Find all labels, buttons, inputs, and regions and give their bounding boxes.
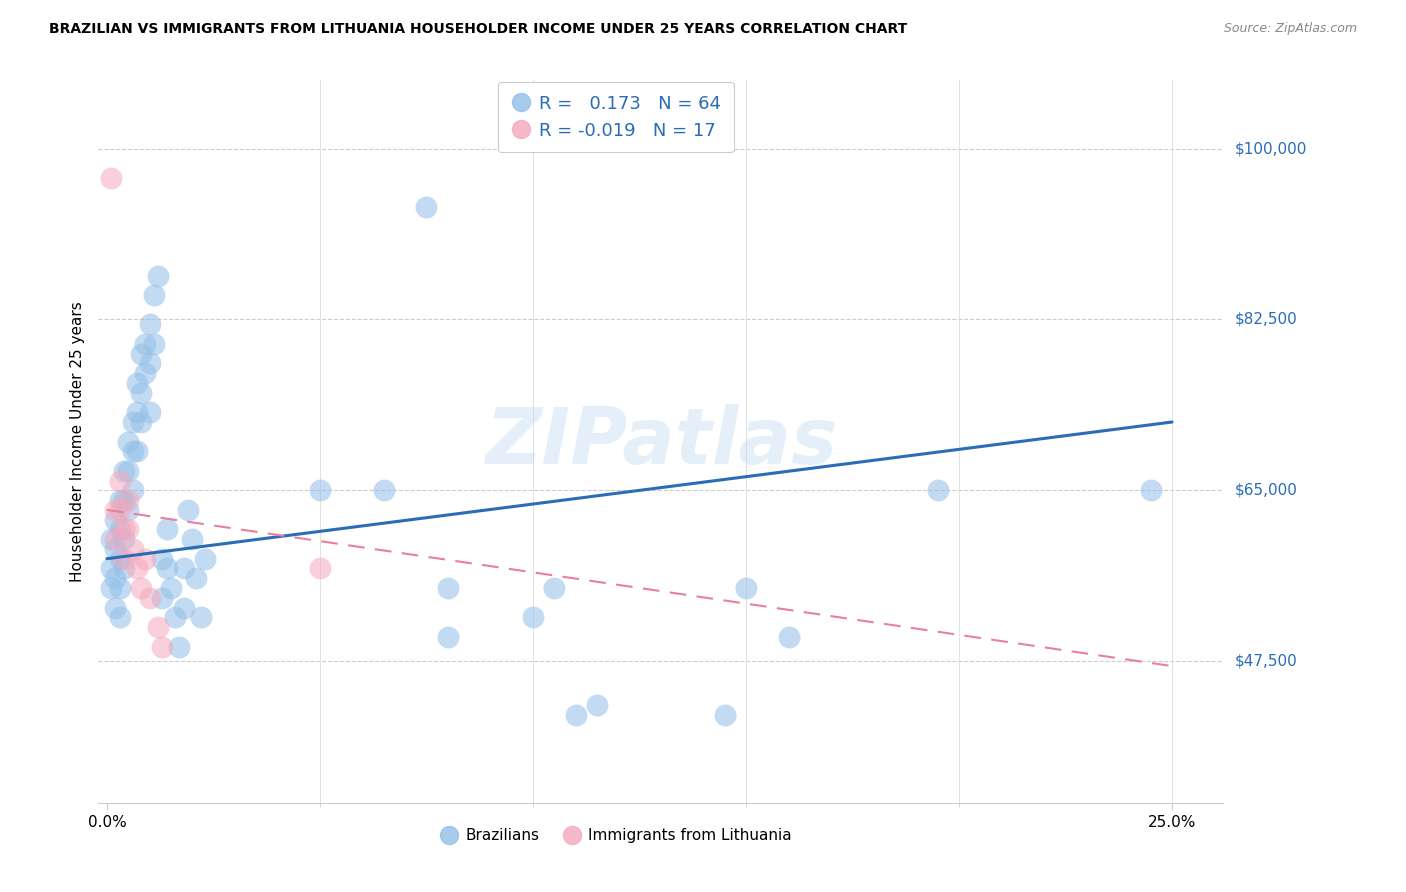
Point xyxy=(112,464,135,478)
Point xyxy=(373,483,395,498)
Point xyxy=(108,503,131,517)
Point xyxy=(129,385,152,400)
Point xyxy=(104,503,127,517)
Point xyxy=(129,346,152,360)
Point xyxy=(155,561,177,575)
Point xyxy=(108,551,131,566)
Point xyxy=(146,268,169,283)
Text: $82,500: $82,500 xyxy=(1234,312,1298,327)
Legend: Brazilians, Immigrants from Lithuania: Brazilians, Immigrants from Lithuania xyxy=(433,822,799,849)
Point xyxy=(190,610,212,624)
Point xyxy=(138,356,160,370)
Point xyxy=(112,551,135,566)
Point xyxy=(129,581,152,595)
Point xyxy=(108,474,131,488)
Point xyxy=(121,541,143,556)
Y-axis label: Householder Income Under 25 years: Householder Income Under 25 years xyxy=(69,301,84,582)
Point xyxy=(100,561,122,575)
Text: Source: ZipAtlas.com: Source: ZipAtlas.com xyxy=(1223,22,1357,36)
Point xyxy=(146,620,169,634)
Point xyxy=(108,581,131,595)
Text: BRAZILIAN VS IMMIGRANTS FROM LITHUANIA HOUSEHOLDER INCOME UNDER 25 YEARS CORRELA: BRAZILIAN VS IMMIGRANTS FROM LITHUANIA H… xyxy=(49,22,907,37)
Point xyxy=(194,551,217,566)
Text: ZIPatlas: ZIPatlas xyxy=(485,403,837,480)
Point xyxy=(108,523,131,537)
Point xyxy=(112,493,135,508)
Point xyxy=(104,600,127,615)
Point xyxy=(713,707,735,722)
Point xyxy=(121,444,143,458)
Point xyxy=(181,532,204,546)
Point xyxy=(177,503,200,517)
Point xyxy=(586,698,609,713)
Point xyxy=(129,415,152,429)
Point xyxy=(138,318,160,332)
Point xyxy=(564,707,586,722)
Point xyxy=(150,591,173,605)
Point xyxy=(100,170,122,185)
Point xyxy=(543,581,565,595)
Point xyxy=(134,337,156,351)
Point xyxy=(150,640,173,654)
Point xyxy=(138,405,160,419)
Point xyxy=(108,610,131,624)
Point xyxy=(108,493,131,508)
Text: $100,000: $100,000 xyxy=(1234,141,1306,156)
Point xyxy=(125,444,148,458)
Point xyxy=(125,376,148,390)
Point xyxy=(778,630,800,644)
Point xyxy=(309,483,332,498)
Point xyxy=(522,610,544,624)
Point xyxy=(112,532,135,546)
Point xyxy=(117,493,139,508)
Point xyxy=(121,415,143,429)
Point xyxy=(436,630,458,644)
Point xyxy=(142,288,165,302)
Point xyxy=(142,337,165,351)
Point xyxy=(165,610,187,624)
Point xyxy=(1139,483,1161,498)
Point xyxy=(927,483,949,498)
Point xyxy=(125,561,148,575)
Point xyxy=(100,532,122,546)
Point xyxy=(104,532,127,546)
Point xyxy=(160,581,183,595)
Point xyxy=(104,513,127,527)
Point xyxy=(134,551,156,566)
Point xyxy=(134,366,156,380)
Point xyxy=(112,561,135,575)
Point xyxy=(150,551,173,566)
Point xyxy=(186,571,208,585)
Point xyxy=(104,571,127,585)
Point xyxy=(173,600,195,615)
Text: $47,500: $47,500 xyxy=(1234,654,1298,669)
Point xyxy=(155,523,177,537)
Point xyxy=(436,581,458,595)
Point xyxy=(117,464,139,478)
Point xyxy=(138,591,160,605)
Point xyxy=(104,541,127,556)
Point xyxy=(125,405,148,419)
Point xyxy=(735,581,758,595)
Point xyxy=(309,561,332,575)
Point xyxy=(117,523,139,537)
Point xyxy=(100,581,122,595)
Point xyxy=(169,640,191,654)
Point xyxy=(117,503,139,517)
Point xyxy=(112,523,135,537)
Point xyxy=(173,561,195,575)
Point xyxy=(121,483,143,498)
Text: $65,000: $65,000 xyxy=(1234,483,1298,498)
Point xyxy=(117,434,139,449)
Point xyxy=(415,200,437,214)
